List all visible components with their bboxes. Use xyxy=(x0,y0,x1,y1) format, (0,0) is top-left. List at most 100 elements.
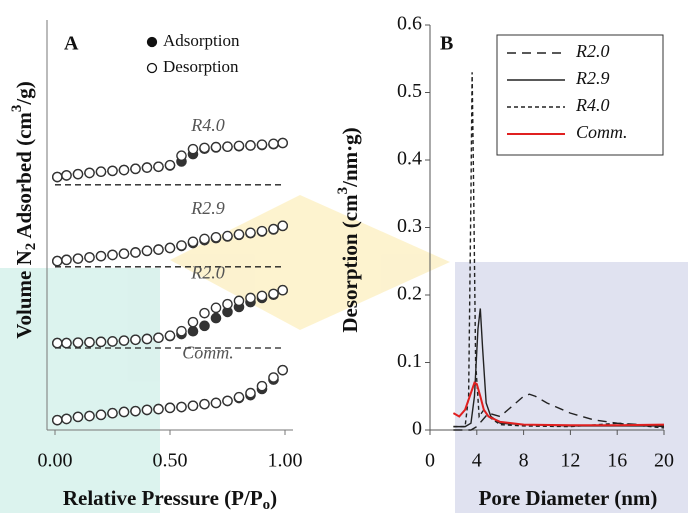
desorption-point xyxy=(199,307,210,319)
desorption-point xyxy=(256,225,268,237)
desorption-point xyxy=(277,137,289,149)
desorption-point xyxy=(130,247,141,258)
desorption-point xyxy=(222,298,233,310)
desorption-point xyxy=(233,391,245,403)
desorption-point xyxy=(84,252,95,263)
desorption-point xyxy=(245,140,256,151)
desorption-point xyxy=(245,292,256,304)
desorption-point xyxy=(52,171,63,183)
label-part: /nm·g) xyxy=(338,127,362,188)
desorption-point xyxy=(187,236,199,248)
desorption-point xyxy=(187,143,199,155)
desorption-point xyxy=(256,380,268,392)
desorption-point xyxy=(107,407,118,419)
curve-label: R4.0 xyxy=(190,115,225,135)
adsorption-point xyxy=(187,325,199,337)
desorption-point xyxy=(210,141,222,153)
watermark-block xyxy=(455,262,688,513)
desorption-point xyxy=(222,230,233,242)
series-line xyxy=(452,381,665,427)
desorption-point xyxy=(277,364,289,376)
desorption-point xyxy=(72,411,84,423)
desorption-point xyxy=(268,138,279,150)
desorption-point xyxy=(245,227,256,239)
desorption-point xyxy=(61,413,72,425)
x-tick-label: 8 xyxy=(519,450,529,472)
desorption-point xyxy=(210,302,222,314)
adsorption-point xyxy=(210,312,222,324)
desorption-point xyxy=(233,295,245,307)
desorption-point xyxy=(72,168,84,180)
x-axis-label: Pore Diameter (nm) xyxy=(479,486,658,510)
legend-label: Adsorption xyxy=(163,31,240,50)
legend-label: R2.0 xyxy=(575,41,610,61)
desorption-point xyxy=(141,333,153,345)
desorption-point xyxy=(141,245,153,257)
legend-marker xyxy=(146,36,158,48)
desorption-point xyxy=(256,290,268,302)
desorption-point xyxy=(84,410,95,422)
desorption-point xyxy=(52,255,63,267)
desorption-point xyxy=(118,335,130,346)
y-tick-label: 0.3 xyxy=(397,215,422,237)
desorption-point xyxy=(153,332,164,344)
x-tick-label: 0.00 xyxy=(38,450,73,472)
y-tick-label: 0.5 xyxy=(397,80,422,102)
desorption-point xyxy=(118,248,130,259)
curve-label: Comm. xyxy=(182,342,234,362)
x-axis-label: Relative Pressure (P/Po) xyxy=(63,486,277,513)
label-part: 3 xyxy=(335,187,351,195)
desorption-point xyxy=(268,288,279,300)
x-tick-label: 12 xyxy=(560,450,580,472)
x-tick-label: 20 xyxy=(654,450,674,472)
desorption-point xyxy=(72,337,84,348)
y-tick-label: 0.6 xyxy=(397,13,422,35)
label-part: /g) xyxy=(12,81,36,105)
label-part: o xyxy=(263,497,271,513)
x-tick-label: 4 xyxy=(472,450,482,472)
desorption-point xyxy=(130,163,141,175)
desorption-point xyxy=(95,250,107,262)
desorption-point xyxy=(61,254,72,266)
watermark xyxy=(0,195,688,513)
y-axis-label: Desorption (cm3/nm·g) xyxy=(335,127,361,332)
desorption-point xyxy=(118,406,130,418)
desorption-point xyxy=(107,249,118,261)
legend-label: R2.9 xyxy=(575,68,610,88)
y-tick-label: 0.1 xyxy=(397,350,422,372)
desorption-point xyxy=(61,170,72,181)
x-tick-label: 16 xyxy=(607,450,627,472)
label-part: Volume N xyxy=(12,250,36,338)
label-part: ) xyxy=(270,486,277,510)
desorption-point xyxy=(84,167,95,179)
label-part: 2 xyxy=(23,243,39,251)
desorption-point xyxy=(164,159,176,171)
x-tick-label: 0 xyxy=(425,450,435,472)
desorption-point xyxy=(164,330,176,342)
desorption-point xyxy=(176,325,187,337)
desorption-point xyxy=(268,223,279,235)
panel-label: B xyxy=(440,33,453,55)
desorption-point xyxy=(52,414,63,426)
desorption-point xyxy=(141,404,153,416)
desorption-point xyxy=(95,409,107,421)
desorption-point xyxy=(95,166,107,177)
label-part: Desorption (cm xyxy=(338,194,362,333)
desorption-point xyxy=(153,161,164,173)
desorption-point xyxy=(199,142,210,154)
x-tick-label: 0.50 xyxy=(153,450,188,472)
curve-label: R2.9 xyxy=(190,198,225,218)
desorption-point xyxy=(277,220,289,232)
label-part: Relative Pressure (P/P xyxy=(63,486,263,510)
curve-label: R2.0 xyxy=(190,262,225,282)
desorption-point xyxy=(84,336,95,348)
desorption-point xyxy=(164,402,176,414)
desorption-point xyxy=(222,395,233,407)
desorption-point xyxy=(72,253,84,264)
desorption-point xyxy=(245,387,256,399)
desorption-point xyxy=(107,336,118,347)
desorption-point xyxy=(199,233,210,245)
desorption-point xyxy=(118,164,130,176)
adsorption-point xyxy=(199,320,210,332)
desorption-point xyxy=(277,284,289,296)
